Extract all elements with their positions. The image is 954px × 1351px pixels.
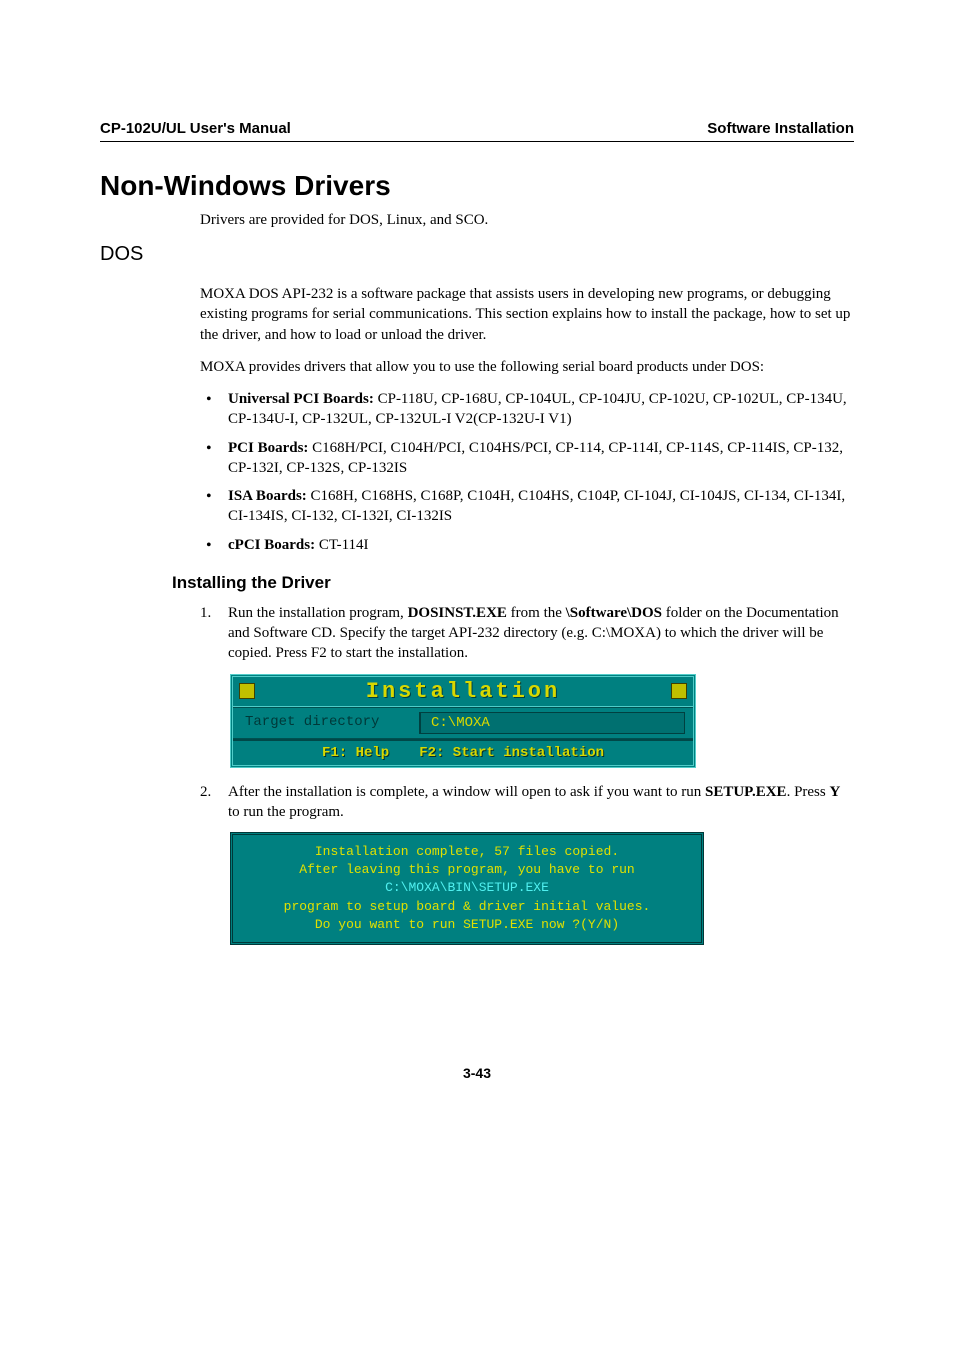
dos-line-1: Installation complete, 57 files copied.: [237, 843, 697, 861]
dos-setup-prompt-box: Installation complete, 57 files copied. …: [230, 832, 704, 945]
dos-target-value: C:\MOXA: [420, 712, 685, 734]
bullet-bold: Universal PCI Boards:: [228, 391, 374, 407]
paragraph-2: MOXA provides drivers that allow you to …: [200, 357, 854, 377]
dos-titlebar: Installation: [233, 677, 693, 707]
header-right: Software Installation: [707, 120, 854, 137]
step-1: 1. Run the installation program, DOSINST…: [200, 603, 854, 664]
step1-bold2: \Software\DOS: [566, 605, 662, 621]
step-number: 2.: [200, 782, 228, 823]
dos-heading: DOS: [100, 243, 854, 266]
board-list: Universal PCI Boards: CP-118U, CP-168U, …: [200, 389, 854, 555]
step1-pre: Run the installation program,: [228, 605, 408, 621]
bullet-bold: ISA Boards:: [228, 488, 307, 504]
step-text: After the installation is complete, a wi…: [228, 782, 854, 823]
section-title: Non-Windows Drivers: [100, 170, 854, 202]
bullet-text: C168H/PCI, C104H/PCI, C104HS/PCI, CP-114…: [228, 440, 843, 476]
paragraph-1: MOXA DOS API-232 is a software package t…: [200, 284, 854, 345]
bullet-universal-pci: Universal PCI Boards: CP-118U, CP-168U, …: [200, 389, 854, 430]
step2-mid: . Press: [787, 784, 830, 800]
page-header: CP-102U/UL User's Manual Software Instal…: [100, 120, 854, 142]
step2-bold2: Y: [829, 784, 840, 800]
step2-post: to run the program.: [228, 804, 344, 820]
dos-corner-left-icon: [239, 683, 255, 699]
dos-line-3: C:\MOXA\BIN\SETUP.EXE: [237, 879, 697, 897]
step-2: 2. After the installation is complete, a…: [200, 782, 854, 823]
dos-title-text: Installation: [366, 679, 560, 704]
step2-pre: After the installation is complete, a wi…: [228, 784, 705, 800]
bullet-cpci: cPCI Boards: CT-114I: [200, 535, 854, 555]
dos-target-label: Target directory: [241, 712, 420, 734]
body-block: MOXA DOS API-232 is a software package t…: [200, 284, 854, 555]
bullet-bold: cPCI Boards:: [228, 537, 315, 553]
installing-driver-heading: Installing the Driver: [172, 573, 854, 593]
dos-f2-label: F2: Start installation: [419, 745, 604, 761]
bullet-text: C168H, C168HS, C168P, C104H, C104HS, C10…: [228, 488, 845, 524]
bullet-isa: ISA Boards: C168H, C168HS, C168P, C104H,…: [200, 486, 854, 527]
dos-installation-box: Installation Target directory C:\MOXA F1…: [230, 674, 696, 768]
dos-f1-label: F1: Help: [322, 745, 389, 761]
dos-line-2: After leaving this program, you have to …: [237, 861, 697, 879]
step2-bold1: SETUP.EXE: [705, 784, 787, 800]
bullet-bold: PCI Boards:: [228, 440, 308, 456]
dos-fkeys-row: F1: Help F2: Start installation: [233, 739, 693, 765]
bullet-text: CT-114I: [315, 537, 368, 553]
dos-line-4: program to setup board & driver initial …: [237, 898, 697, 916]
header-left: CP-102U/UL User's Manual: [100, 120, 291, 137]
install-steps-2: 2. After the installation is complete, a…: [200, 782, 854, 823]
step1-bold1: DOSINST.EXE: [408, 605, 507, 621]
step1-mid: from the: [507, 605, 566, 621]
dos-corner-right-icon: [671, 683, 687, 699]
install-steps: 1. Run the installation program, DOSINST…: [200, 603, 854, 664]
page-number: 3-43: [100, 1065, 854, 1081]
step-number: 1.: [200, 603, 228, 664]
dos-line-5: Do you want to run SETUP.EXE now ?(Y/N): [237, 916, 697, 934]
step-text: Run the installation program, DOSINST.EX…: [228, 603, 854, 664]
dos-target-row: Target directory C:\MOXA: [233, 707, 693, 739]
intro-line: Drivers are provided for DOS, Linux, and…: [200, 212, 854, 229]
bullet-pci: PCI Boards: C168H/PCI, C104H/PCI, C104HS…: [200, 438, 854, 479]
